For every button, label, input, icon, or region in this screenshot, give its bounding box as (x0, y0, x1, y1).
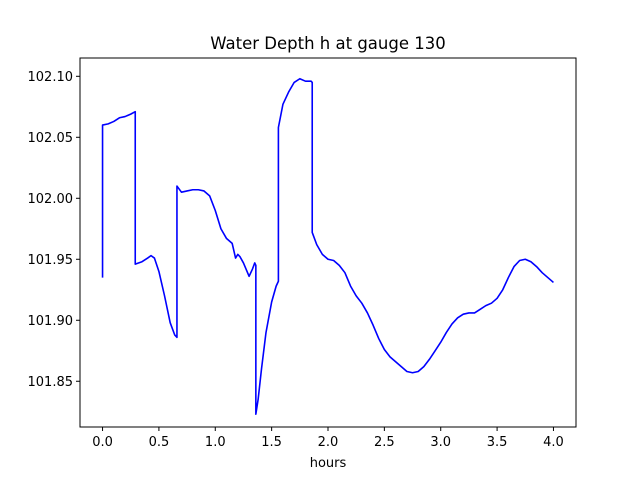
y-tick-label: 101.95 (28, 253, 74, 268)
x-axis: 0.0 0.5 1.0 1.5 2.0 2.5 3.0 3.5 4.0 (92, 427, 564, 450)
x-tick-label: 3.0 (430, 435, 451, 450)
series-line (101, 77, 554, 415)
y-tick-label: 101.85 (28, 375, 74, 390)
x-tick-label: 0.5 (149, 435, 170, 450)
x-tick-label: 3.5 (487, 435, 508, 450)
y-tick-label: 102.10 (28, 70, 74, 85)
x-tick-label: 0.0 (92, 435, 113, 450)
y-tick-label: 101.90 (28, 314, 74, 329)
x-tick-label: 1.0 (205, 435, 226, 450)
x-tick-label: 2.5 (374, 435, 395, 450)
x-tick-label: 1.5 (261, 435, 282, 450)
chart-title: Water Depth h at gauge 130 (210, 34, 445, 53)
y-axis: 101.85 101.90 101.95 102.00 102.05 102.10 (28, 70, 80, 390)
plot-area (101, 77, 554, 415)
x-tick-label: 4.0 (543, 435, 564, 450)
x-tick-label: 2.0 (318, 435, 339, 450)
x-axis-label: hours (310, 456, 347, 471)
y-tick-label: 102.05 (28, 131, 74, 146)
y-tick-label: 102.00 (28, 192, 74, 207)
